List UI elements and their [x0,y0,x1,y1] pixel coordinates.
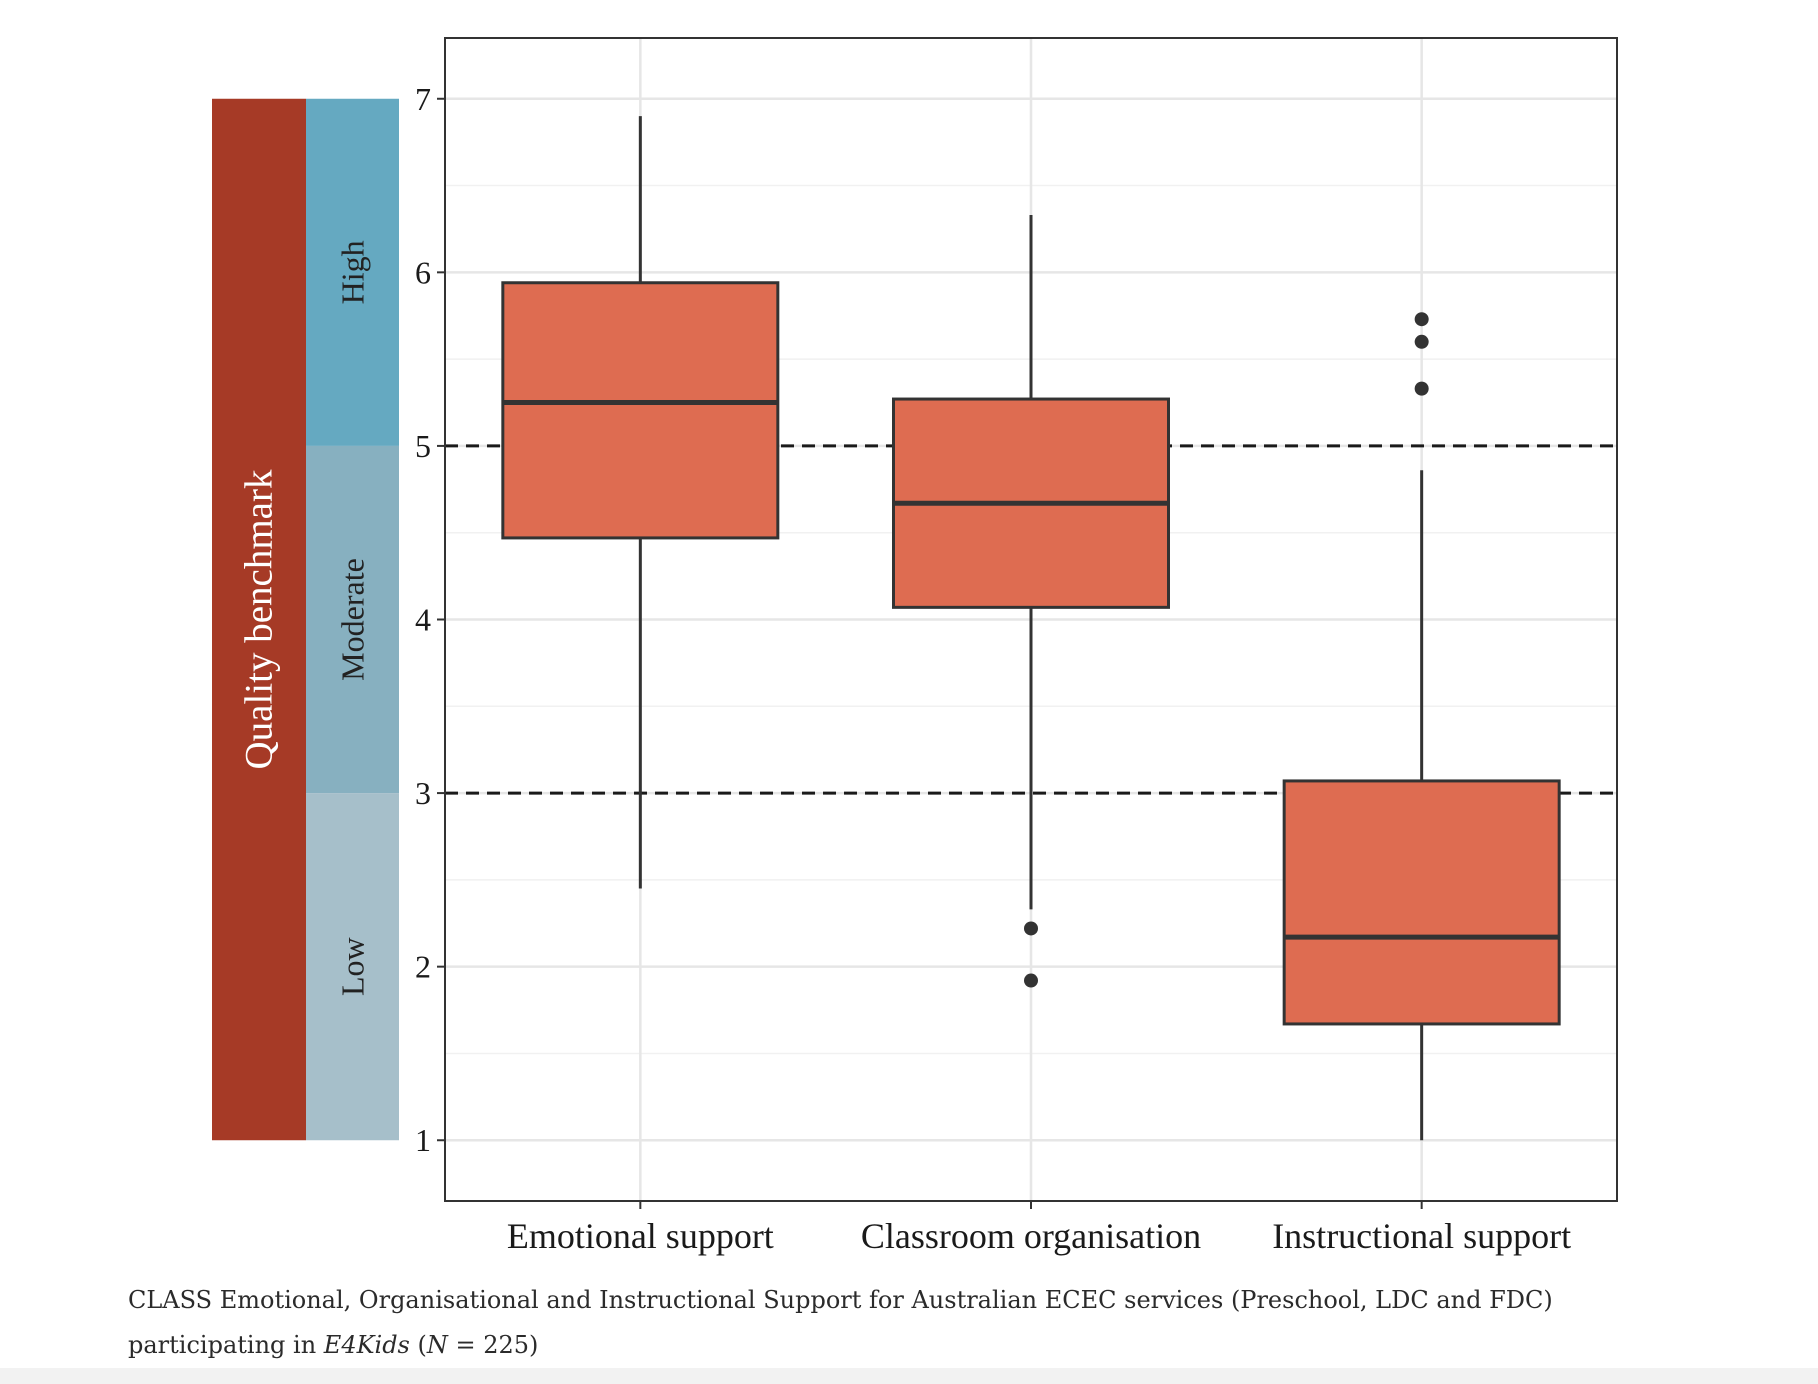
interquartile-box [501,281,780,540]
y-tick-label: 5 [415,428,431,464]
outlier-point [1024,973,1038,988]
figure-caption: CLASS Emotional, Organisational and Inst… [128,1278,1688,1368]
benchmark-title-label: Quality benchmark [238,469,281,769]
y-tick-label: 7 [415,81,431,117]
outlier-point [1024,921,1038,936]
quality-benchmark-legend: Quality benchmark High Moderate Low [212,98,399,1141]
caption-study-name: E4Kids [323,1331,410,1359]
caption-n-open: ( [409,1331,427,1359]
x-tick-label: Emotional support [507,1216,774,1256]
outlier-point [1414,334,1429,349]
benchmark-band-label-low: Low [335,937,371,996]
axes: 1 2 3 4 5 6 7 Emotional support Classroom organi… [415,37,1618,1256]
benchmark-band-low [306,793,399,1141]
benchmark-band-label-moderate: Moderate [335,558,371,681]
interquartile-box [1282,779,1561,1026]
y-tick-label: 6 [415,254,431,290]
page-footer-strip [0,1368,1818,1384]
benchmark-band-label-high: High [335,240,371,304]
x-tick-label: Classroom organisation [861,1216,1201,1256]
benchmark-title-bar [212,98,306,1141]
outlier-point [1414,312,1429,327]
y-tick-label: 1 [415,1122,431,1158]
boxplot-instructional-support [1282,312,1561,1141]
boxplot-figure: Quality benchmark High Moderate Low 1 2 3 4 5 6 7… [212,37,1618,1256]
y-tick-label: 3 [415,775,431,811]
y-tick-label: 4 [415,602,431,638]
caption-n-value: = 225) [447,1331,539,1359]
y-tick-label: 2 [415,949,431,985]
boxplot-emotional-support [501,116,780,889]
plot-panel [445,38,1617,1201]
caption-n-symbol: N [426,1331,448,1359]
caption-text: CLASS Emotional, Organisational and Inst… [128,1286,1553,1359]
benchmark-band-moderate [306,445,399,794]
outlier-point [1414,381,1429,396]
boxplot-classroom-organisation [892,215,1170,988]
x-tick-label: Instructional support [1272,1216,1571,1256]
benchmark-band-high [306,98,399,446]
